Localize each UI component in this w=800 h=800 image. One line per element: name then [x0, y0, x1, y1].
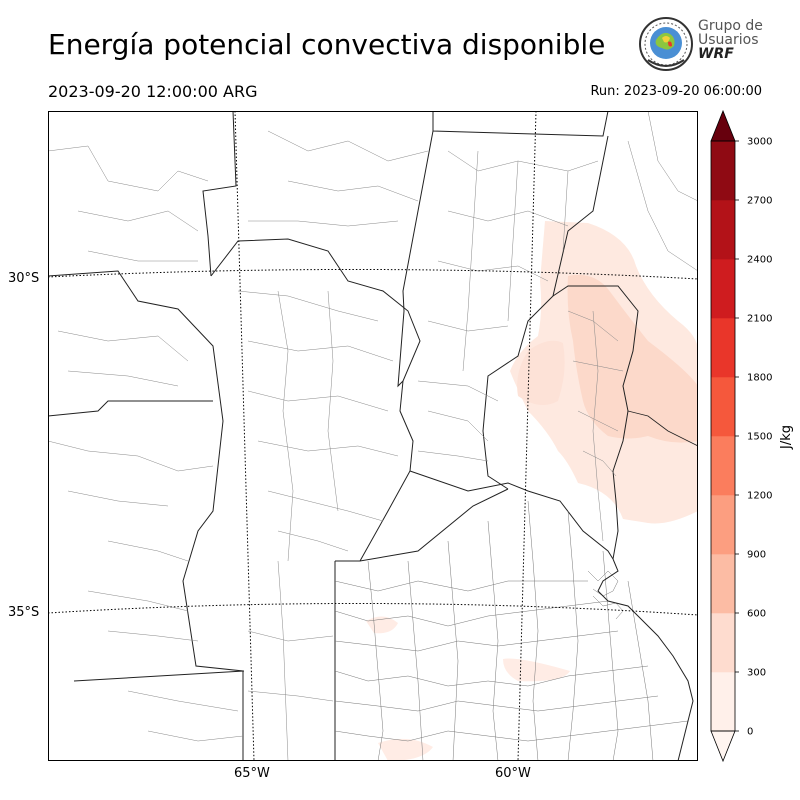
logo-line-3: WRF [698, 46, 734, 62]
wrf-logo: Grupo de Usuarios WRF [638, 16, 768, 74]
colorbar-segment [711, 436, 735, 496]
colorbar-tick-label: 1800 [747, 373, 772, 384]
province-borders [48, 111, 639, 761]
colorbar-tick-label: 2100 [747, 314, 772, 325]
logo-line-2: Usuarios [698, 32, 759, 48]
buenos-aires-partidos [334, 500, 689, 761]
colorbar-tick-label: 0 [747, 727, 753, 738]
colorbar-body: 0 300 600 900 1200 1500 1800 2100 2400 2700 3000 [710, 109, 772, 763]
colorbar-segment [711, 141, 735, 201]
colorbar-under-arrow [710, 730, 736, 763]
lat-label-35s-text: 35°S [8, 605, 40, 620]
lon-label-65w: 65°W [234, 766, 270, 781]
colorbar-unit: J/kg [779, 425, 794, 450]
uruguay-border [627, 410, 698, 447]
colorbar-tick-label: 300 [747, 668, 766, 679]
map-title: Energía potencial convectiva disponible [48, 28, 606, 61]
coastline [597, 558, 694, 761]
colorbar-segment [711, 495, 735, 555]
colorbar-tick-label: 3000 [747, 137, 772, 148]
cape-area-patch-3 [378, 738, 433, 761]
cape-map: 30°S 35°S [48, 111, 698, 761]
colorbar-tick-label: 2700 [747, 196, 772, 207]
colorbar-tick-label: 600 [747, 609, 766, 620]
colorbar-segment [711, 672, 735, 732]
colorbar: 0 300 600 900 1200 1500 1800 2100 2400 2700 3000 J… [710, 109, 794, 763]
colorbar-segment [711, 200, 735, 260]
colorbar-segment [711, 377, 735, 437]
colorbar-segment [711, 259, 735, 319]
colorbar-over-arrow [710, 109, 736, 142]
graticule [48, 111, 698, 761]
colorbar-tick-label: 1500 [747, 432, 772, 443]
lat-label-30s-text: 30°S [8, 271, 40, 286]
department-borders [48, 111, 698, 761]
cape-area-patch-2 [503, 658, 570, 682]
run-time: Run: 2023-09-20 06:00:00 [590, 84, 762, 99]
colorbar-segment [711, 554, 735, 614]
colorbar-tick-label: 1200 [747, 491, 772, 502]
logo-globe-icon [639, 17, 693, 71]
lon-label-60w: 60°W [495, 766, 531, 781]
cape-area-core [567, 274, 698, 443]
valid-time: 2023-09-20 12:00:00 ARG [48, 82, 258, 101]
colorbar-segment [711, 613, 735, 673]
logo-line-1: Grupo de [698, 18, 763, 34]
colorbar-segment [711, 318, 735, 378]
colorbar-tick-label: 900 [747, 550, 766, 561]
colorbar-tick-label: 2400 [747, 255, 772, 266]
